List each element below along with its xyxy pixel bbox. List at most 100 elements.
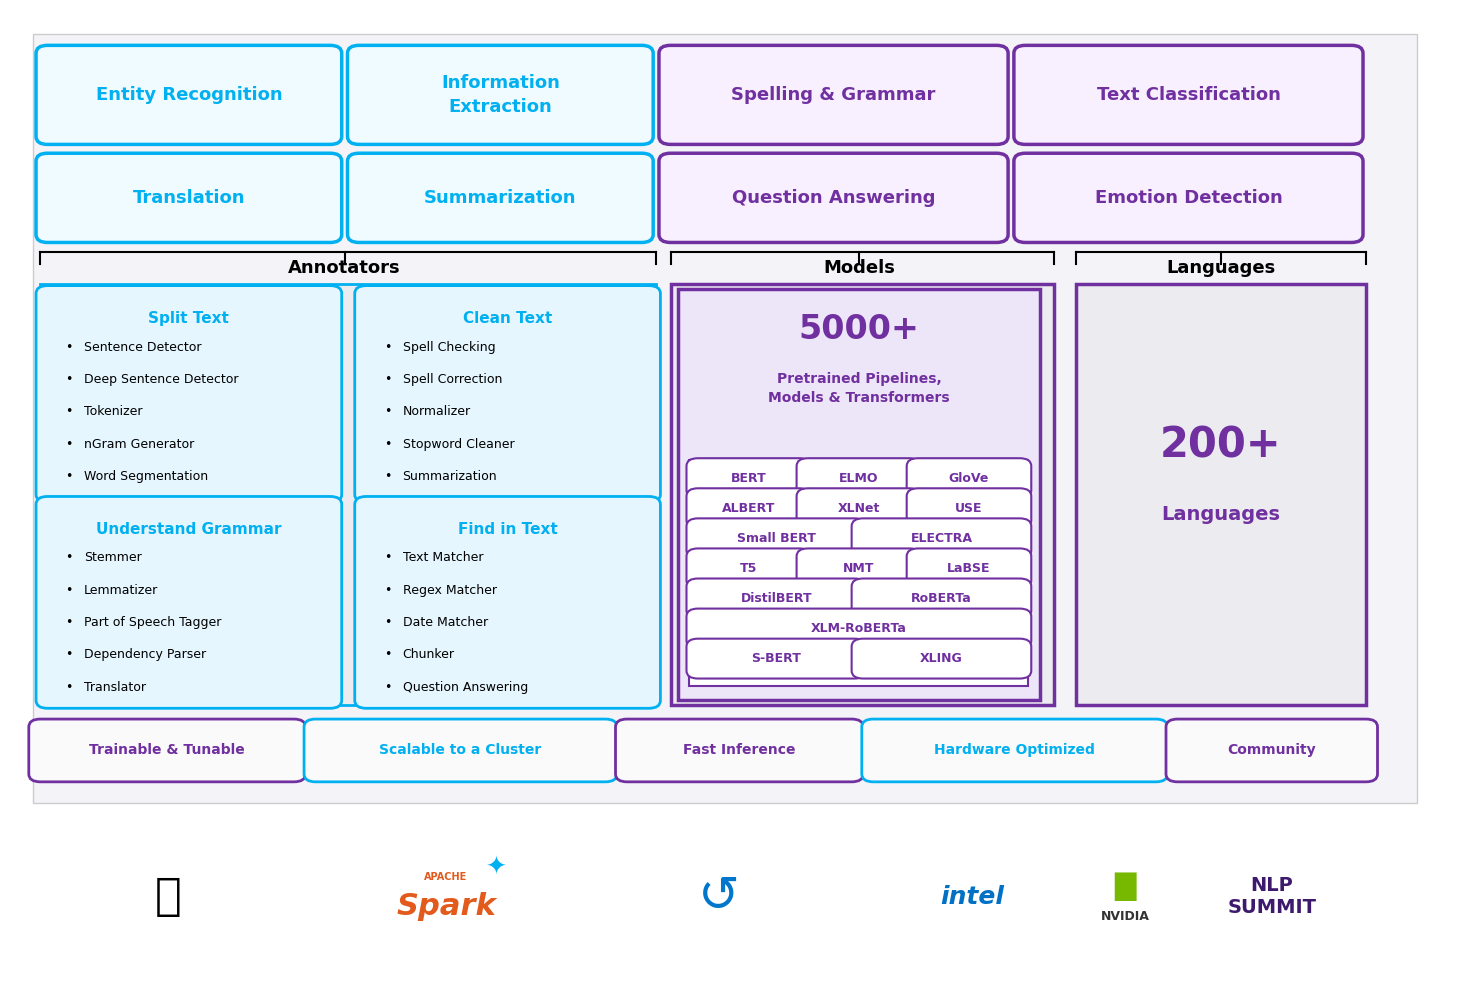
FancyBboxPatch shape [852,639,1032,678]
FancyBboxPatch shape [906,489,1032,528]
Bar [1077,284,1365,705]
Text: Split Text: Split Text [149,312,229,326]
Text: Trainable & Tunable: Trainable & Tunable [89,744,245,758]
Text: ALBERT: ALBERT [723,501,775,514]
Text: •: • [66,649,73,662]
FancyBboxPatch shape [1014,153,1362,242]
Text: Spell Correction: Spell Correction [402,373,501,386]
FancyBboxPatch shape [305,719,616,782]
Text: Translator: Translator [85,680,146,694]
Text: •: • [383,680,390,694]
FancyBboxPatch shape [686,549,812,588]
Text: Spelling & Grammar: Spelling & Grammar [731,86,935,104]
Text: Word Segmentation: Word Segmentation [85,470,208,483]
Text: •: • [66,437,73,451]
Text: BERT: BERT [731,472,766,485]
FancyBboxPatch shape [36,153,342,242]
Text: Hardware Optimized: Hardware Optimized [934,744,1096,758]
Text: •: • [383,340,390,353]
Bar [689,460,1029,685]
Text: Lemmatizer: Lemmatizer [85,584,159,596]
FancyBboxPatch shape [686,639,865,678]
FancyBboxPatch shape [852,579,1032,618]
Text: Date Matcher: Date Matcher [402,616,488,629]
FancyBboxPatch shape [686,579,865,618]
Bar [34,34,1416,803]
FancyBboxPatch shape [1014,45,1362,144]
FancyBboxPatch shape [906,458,1032,498]
Text: Stemmer: Stemmer [85,552,141,565]
Text: Translation: Translation [133,189,245,207]
Text: NMT: NMT [844,562,874,575]
FancyBboxPatch shape [686,518,865,558]
Text: USE: USE [956,501,982,514]
Text: Deep Sentence Detector: Deep Sentence Detector [85,373,239,386]
Text: ELECTRA: ELECTRA [911,532,972,545]
Text: Annotators: Annotators [288,259,401,277]
Text: nGram Generator: nGram Generator [85,437,194,451]
FancyBboxPatch shape [861,719,1167,782]
FancyBboxPatch shape [354,286,660,502]
Text: Languages: Languages [1167,259,1276,277]
Text: •: • [383,437,390,451]
Text: APACHE: APACHE [424,872,468,882]
Text: Question Answering: Question Answering [731,189,935,207]
Text: •: • [383,405,390,418]
Text: Languages: Languages [1161,504,1281,523]
Text: S-BERT: S-BERT [752,652,801,665]
Text: Find in Text: Find in Text [457,522,558,537]
Text: Dependency Parser: Dependency Parser [85,649,205,662]
Text: 5000+: 5000+ [798,314,919,346]
Text: •: • [383,649,390,662]
Text: Question Answering: Question Answering [402,680,527,694]
Text: Fast Inference: Fast Inference [683,744,796,758]
FancyBboxPatch shape [36,496,342,708]
FancyBboxPatch shape [852,518,1032,558]
Text: DistilBERT: DistilBERT [740,592,812,605]
FancyBboxPatch shape [348,153,653,242]
Text: Tokenizer: Tokenizer [85,405,143,418]
Text: •: • [383,373,390,386]
Text: •: • [66,616,73,629]
Text: Part of Speech Tagger: Part of Speech Tagger [85,616,221,629]
Text: •: • [66,470,73,483]
Text: █: █ [1115,872,1136,901]
FancyBboxPatch shape [659,45,1008,144]
FancyBboxPatch shape [659,153,1008,242]
Text: Chunker: Chunker [402,649,455,662]
Text: Sentence Detector: Sentence Detector [85,340,201,353]
Text: •: • [66,552,73,565]
FancyBboxPatch shape [797,458,921,498]
Text: Summarization: Summarization [402,470,497,483]
Text: Clean Text: Clean Text [463,312,552,326]
FancyBboxPatch shape [36,286,342,502]
Text: •: • [66,680,73,694]
Bar [670,284,1055,705]
Text: Pretrained Pipelines,
Models & Transformers: Pretrained Pipelines, Models & Transform… [768,372,950,405]
Text: Text Classification: Text Classification [1097,86,1281,104]
Text: Text Matcher: Text Matcher [402,552,484,565]
FancyBboxPatch shape [29,719,306,782]
Text: 🧠: 🧠 [154,875,181,918]
FancyBboxPatch shape [1166,719,1377,782]
Text: •: • [66,405,73,418]
Text: XLING: XLING [919,652,963,665]
Text: ✦: ✦ [487,855,507,879]
Text: Summarization: Summarization [424,189,577,207]
Text: 200+: 200+ [1160,424,1282,467]
Text: •: • [383,470,390,483]
Text: GloVe: GloVe [949,472,989,485]
Text: T5: T5 [740,562,758,575]
Text: Understand Grammar: Understand Grammar [96,522,281,537]
Text: Emotion Detection: Emotion Detection [1094,189,1282,207]
Text: Small BERT: Small BERT [737,532,816,545]
Text: ELMO: ELMO [839,472,879,485]
Text: XLM-RoBERTa: XLM-RoBERTa [812,622,906,635]
Text: •: • [66,373,73,386]
Text: intel: intel [940,884,1004,909]
Text: •: • [383,584,390,596]
Text: NVIDIA: NVIDIA [1101,910,1150,923]
FancyBboxPatch shape [686,489,812,528]
FancyBboxPatch shape [348,45,653,144]
Text: XLNet: XLNet [838,501,880,514]
